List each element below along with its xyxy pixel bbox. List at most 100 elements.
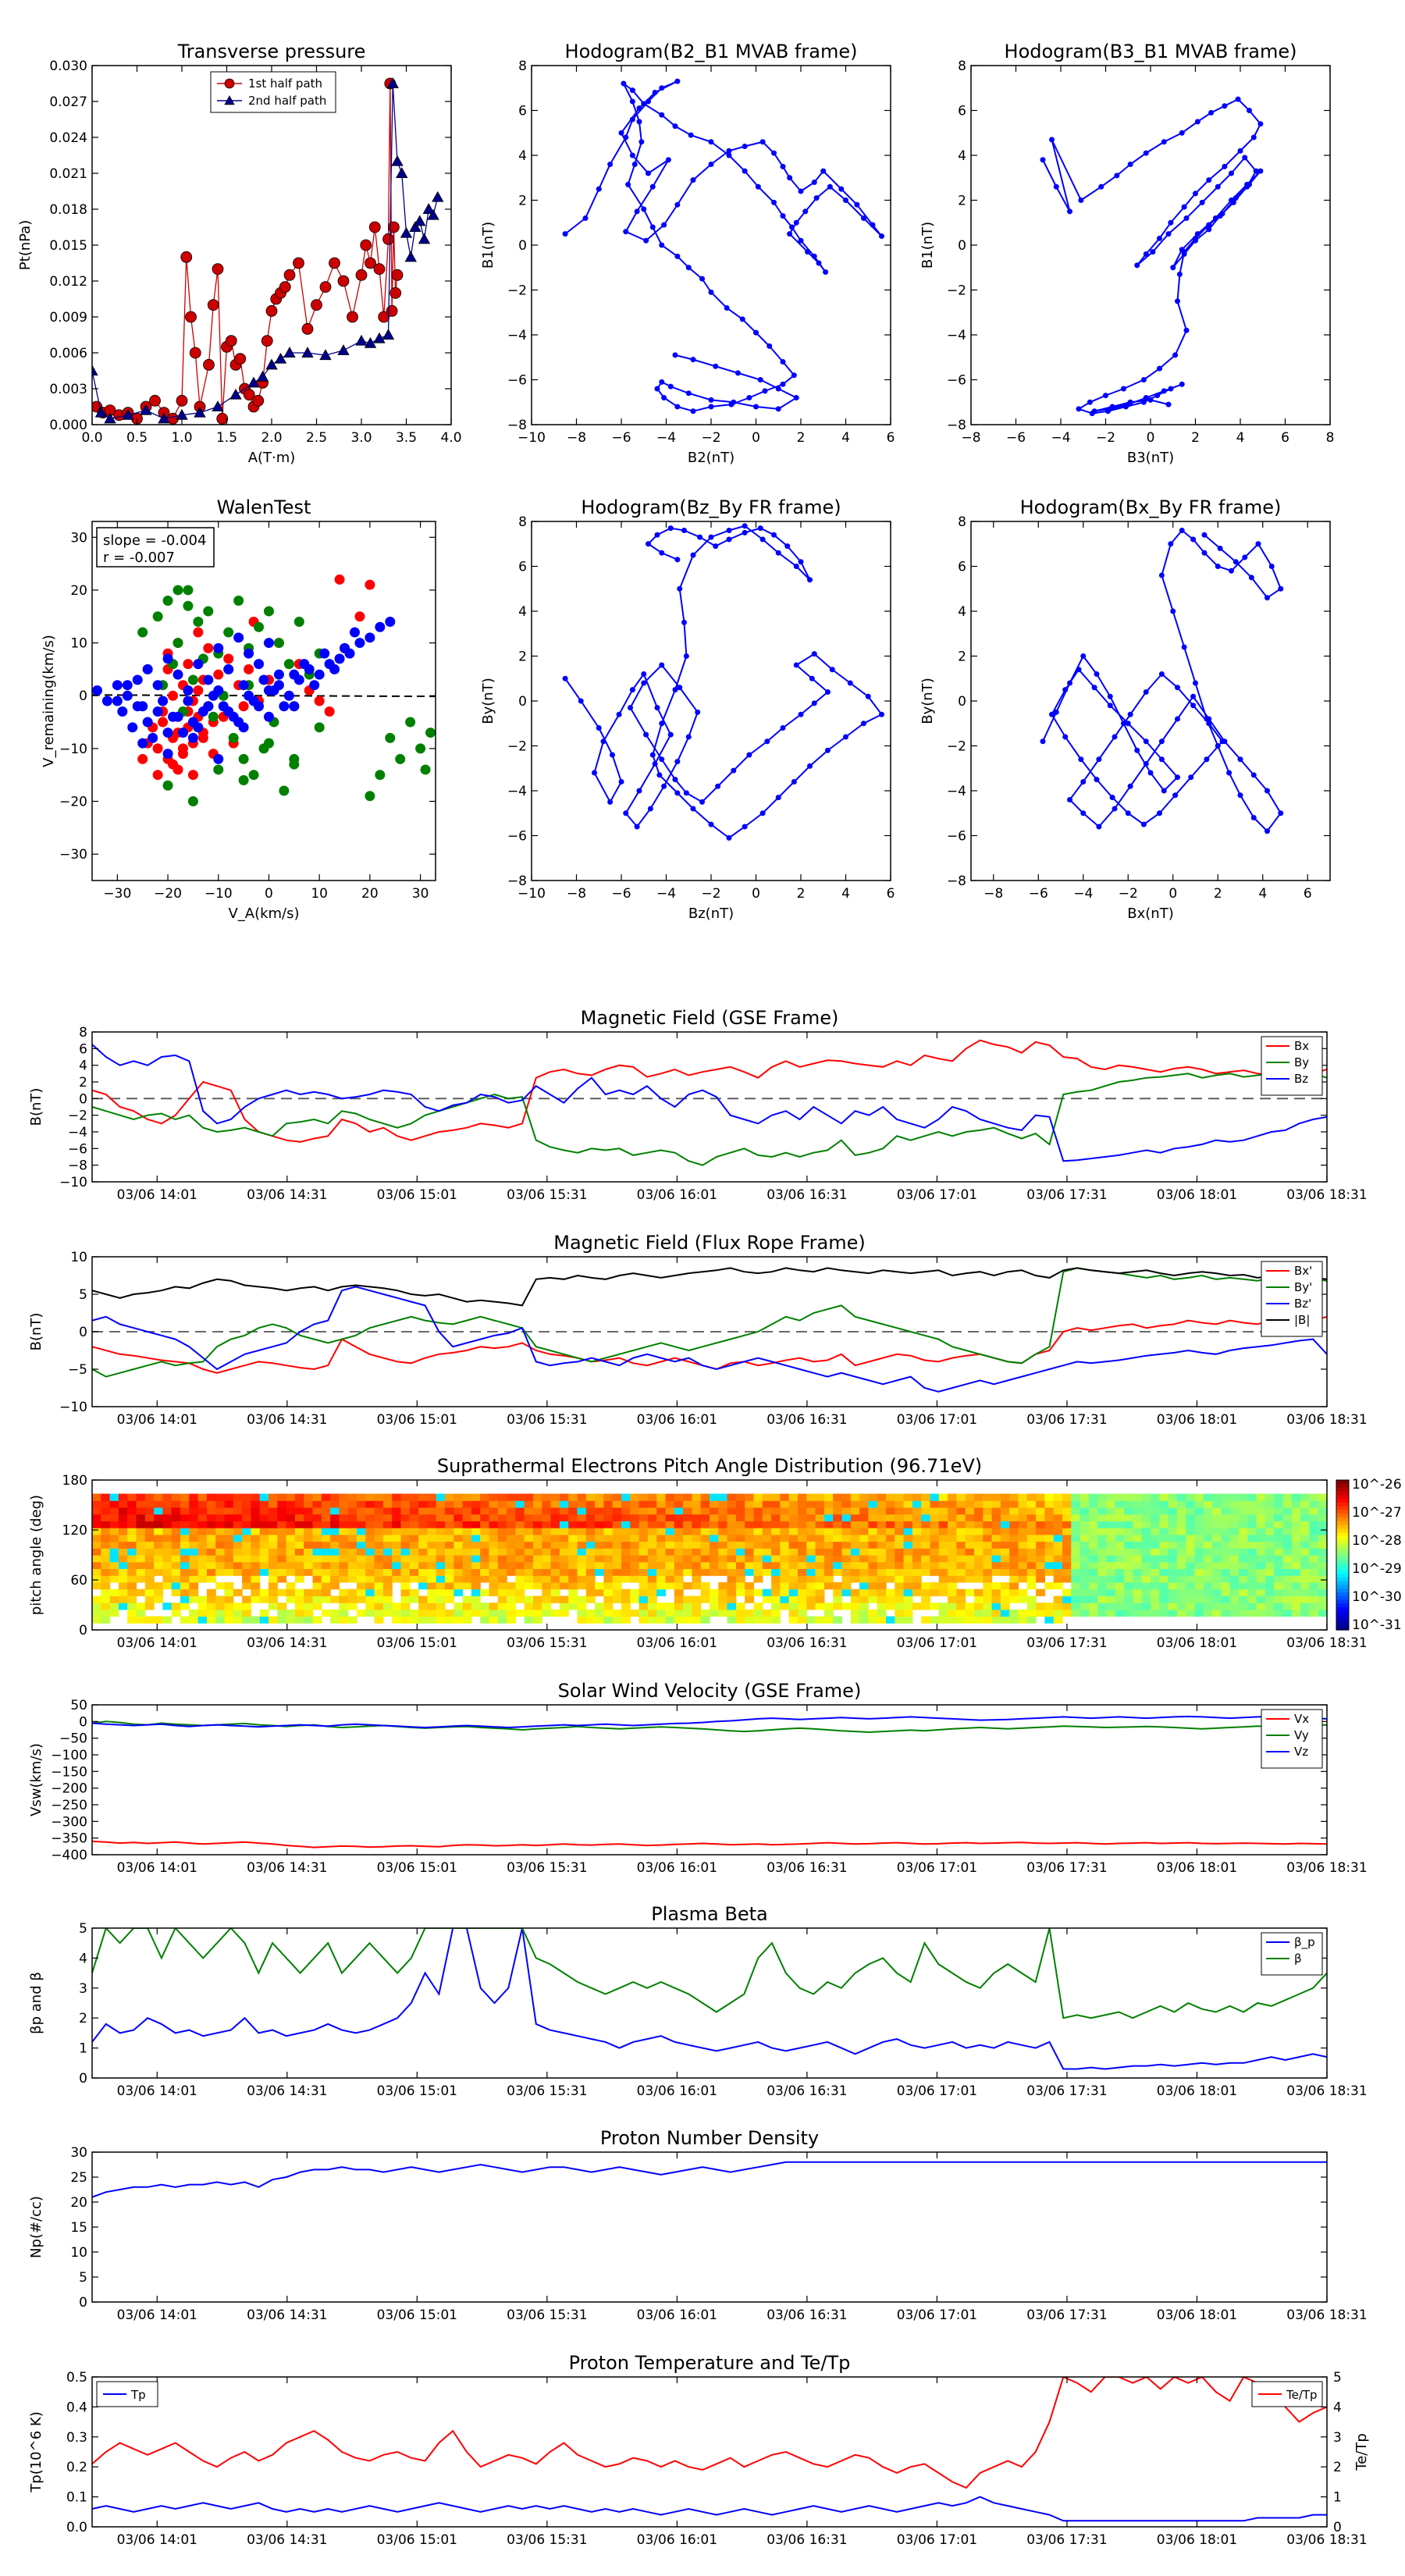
x-tick-label: −8: [567, 430, 586, 446]
heatmap-cell: [1168, 1561, 1178, 1569]
y-tick-label: −10: [59, 1400, 87, 1415]
data-point: [798, 188, 804, 194]
heatmap-cell: [656, 1589, 667, 1596]
colorbar-segment: [1336, 1555, 1349, 1560]
heatmap-cell: [269, 1568, 278, 1576]
heatmap-cell: [409, 1555, 419, 1563]
heatmap-cell: [612, 1548, 622, 1556]
data-point: [314, 669, 325, 680]
data-point: [1143, 395, 1149, 400]
heatmap-cell: [621, 1568, 631, 1576]
data-point: [759, 810, 766, 817]
heatmap-cell: [806, 1555, 816, 1563]
heatmap-cell: [948, 1507, 957, 1515]
heatmap-cell: [585, 1521, 596, 1528]
heatmap-cell: [1168, 1555, 1178, 1563]
heatmap-cell: [189, 1541, 199, 1549]
heatmap-cell: [895, 1534, 905, 1542]
heatmap-cell: [877, 1603, 887, 1610]
y-tick-label: −300: [51, 1814, 87, 1830]
data-point: [625, 181, 631, 187]
heatmap-cell: [1318, 1596, 1327, 1603]
data-point: [349, 627, 360, 638]
heatmap-cell: [550, 1575, 560, 1583]
heatmap-cell: [762, 1609, 772, 1617]
heatmap-cell: [595, 1589, 604, 1596]
heatmap-cell: [489, 1507, 499, 1515]
heatmap-cell: [471, 1596, 481, 1603]
data-point: [228, 711, 239, 722]
heatmap-cell: [956, 1616, 966, 1624]
heatmap-cell: [251, 1555, 261, 1563]
heatmap-cell: [312, 1521, 322, 1528]
heatmap-cell: [868, 1500, 878, 1508]
heatmap-cell: [242, 1609, 251, 1617]
data-point: [1219, 211, 1225, 217]
heatmap-cell: [1282, 1575, 1293, 1583]
heatmap-cell: [1186, 1575, 1196, 1583]
heatmap-cell: [859, 1561, 869, 1569]
heatmap-cell: [1274, 1507, 1284, 1515]
heatmap-cell: [1256, 1500, 1266, 1508]
heatmap-cell: [850, 1575, 860, 1583]
heatmap-cell: [136, 1541, 146, 1549]
heatmap-cell: [1080, 1528, 1090, 1535]
heatmap-cell: [365, 1589, 375, 1596]
heatmap-cell: [489, 1582, 499, 1590]
heatmap-cell: [921, 1493, 931, 1501]
data-point: [636, 105, 642, 112]
heatmap-cell: [357, 1507, 366, 1515]
heatmap-cell: [991, 1500, 1001, 1508]
y-tick-label: 10: [70, 1250, 87, 1265]
heatmap-cell: [1291, 1582, 1301, 1590]
x-tick-label: 6: [887, 886, 895, 902]
data-point: [793, 662, 799, 668]
heatmap-cell: [400, 1561, 411, 1569]
heatmap-cell: [727, 1555, 737, 1563]
data-point: [364, 336, 377, 348]
heatmap-cell: [471, 1528, 481, 1535]
heatmap-cell: [1229, 1603, 1240, 1610]
heatmap-cell: [1159, 1528, 1169, 1535]
heatmap-cell: [577, 1521, 587, 1528]
heatmap-cell: [233, 1561, 243, 1569]
heatmap-cell: [1309, 1609, 1319, 1617]
heatmap-cell: [1036, 1609, 1045, 1617]
heatmap-cell: [445, 1507, 454, 1515]
data-point: [1053, 709, 1059, 715]
x-tick-label: 0: [1168, 886, 1177, 902]
heatmap-cell: [445, 1534, 454, 1542]
heatmap-cell: [1229, 1561, 1240, 1569]
data-point: [244, 664, 254, 674]
heatmap-cell: [983, 1603, 993, 1610]
heatmap-cell: [197, 1561, 208, 1569]
heatmap-cell: [718, 1500, 728, 1508]
heatmap-cell: [1133, 1609, 1143, 1617]
heatmap-cell: [974, 1548, 984, 1556]
data-point: [256, 370, 269, 382]
heatmap-cell: [683, 1616, 692, 1624]
data-point: [636, 119, 642, 125]
heatmap-cell: [568, 1500, 578, 1508]
heatmap-cell: [480, 1609, 490, 1617]
data-point: [695, 709, 701, 715]
heatmap-cell: [718, 1603, 728, 1610]
heatmap-cell: [259, 1507, 269, 1515]
legend-label: 2nd half path: [248, 94, 326, 108]
heatmap-cell: [233, 1541, 243, 1549]
heatmap-cell: [347, 1514, 357, 1521]
heatmap-cell: [1256, 1493, 1266, 1501]
heatmap-cell: [144, 1548, 155, 1556]
heatmap-cell: [1000, 1493, 1010, 1501]
data-point: [142, 664, 153, 674]
heatmap-cell: [1133, 1541, 1143, 1549]
heatmap-cell: [1009, 1521, 1019, 1528]
heatmap-cell: [1062, 1603, 1072, 1610]
heatmap-cell: [533, 1521, 542, 1528]
y-tick-label: 0.1: [66, 2490, 87, 2506]
heatmap-cell: [1300, 1493, 1310, 1501]
heatmap-cell: [197, 1609, 208, 1617]
data-point: [252, 394, 265, 407]
heatmap-cell: [1062, 1541, 1072, 1549]
data-point: [865, 693, 871, 699]
